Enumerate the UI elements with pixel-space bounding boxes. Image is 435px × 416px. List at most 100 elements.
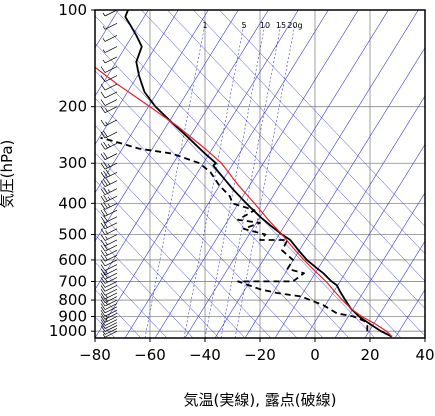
wind-barb-staff: [104, 288, 118, 296]
wind-barb-half-flag: [105, 256, 108, 261]
wind-barb-flag: [100, 292, 106, 300]
dry-adiabat-line: [167, 10, 425, 282]
wind-barb: [100, 277, 118, 284]
x-tick-label: 40: [415, 346, 434, 364]
mixing-ratio-line: [144, 23, 206, 338]
wind-barb: [100, 221, 118, 230]
wind-barb-flag: [100, 303, 106, 310]
wind-barb-staff: [104, 244, 118, 252]
isotherm-line: [304, 143, 425, 338]
isotherm-line: [244, 47, 425, 338]
wind-barb: [102, 330, 118, 338]
wind-barb-half-flag: [105, 230, 108, 234]
mixing-ratio-line: [234, 23, 296, 338]
wind-barb-staff: [104, 162, 118, 170]
wind-barb-half-flag: [105, 121, 108, 125]
wind-barb: [100, 161, 118, 170]
wind-barb-staff: [104, 234, 118, 241]
wind-barb-staff: [104, 56, 118, 64]
wind-barb-flag: [100, 203, 106, 210]
wind-barb-flag: [100, 250, 106, 257]
wind-barb: [100, 169, 118, 179]
wind-barb-staff: [104, 91, 118, 99]
wind-barb-half-flag: [105, 251, 108, 256]
wind-barb-flag: [100, 285, 106, 292]
wind-barb-staff: [104, 180, 118, 188]
wind-barb-staff: [104, 259, 118, 267]
wind-barb: [102, 9, 118, 17]
isotherm-line: [364, 240, 425, 338]
wind-barb: [100, 99, 118, 106]
dry-adiabat-line: [141, 10, 425, 309]
wind-barb-flag: [103, 208, 108, 216]
wind-barb-staff: [104, 216, 118, 223]
wind-barb-staff: [104, 306, 118, 314]
wind-barb-staff: [104, 272, 118, 280]
wind-barb: [100, 285, 118, 292]
parcel-line: [95, 66, 393, 338]
mixing-ratio-line: [204, 23, 266, 338]
y-tick-label: 800: [58, 291, 87, 309]
wind-barb-flag: [100, 131, 106, 139]
isotherm-line: [214, 10, 419, 338]
x-axis-label: 気温(実線), 露点(破線): [184, 391, 337, 409]
wind-barb-half-flag: [107, 203, 111, 208]
wind-barb-staff: [104, 296, 118, 303]
wind-barb: [100, 106, 118, 114]
x-tick-label: −40: [189, 346, 221, 364]
wind-barb-flag: [103, 215, 108, 222]
wind-barb-flag: [100, 143, 106, 150]
wind-barb-staff: [104, 171, 118, 179]
wind-barb: [100, 243, 118, 252]
wind-barb-flag: [100, 316, 106, 323]
dry-adiabat-line: [95, 261, 168, 338]
wind-barb-staff: [104, 35, 118, 42]
mixing-ratio-label: 1: [202, 21, 207, 30]
wind-barb-flag: [100, 83, 106, 91]
wind-barb-flag: [100, 99, 106, 106]
wind-barb-flag: [100, 234, 106, 241]
wind-barb-staff: [104, 106, 118, 114]
wind-barb-flag: [100, 196, 106, 203]
wind-barb-flag: [103, 170, 108, 178]
isotherm-line: [95, 10, 269, 291]
wind-barb-flag: [100, 277, 106, 284]
isotherm-line: [95, 10, 179, 146]
wind-barb-flag: [100, 309, 106, 317]
wind-barb: [100, 306, 118, 314]
wind-barb-flag: [100, 268, 106, 276]
wind-barb-flag: [100, 259, 106, 267]
wind-barb-flag: [103, 152, 108, 159]
wind-barb-half-flag: [102, 49, 106, 53]
wind-barb-half-flag: [102, 26, 106, 30]
wind-barb: [100, 292, 118, 300]
wind-barb: [102, 22, 118, 30]
wind-barb-flag: [100, 264, 106, 271]
wind-barb-staff: [104, 250, 118, 257]
wind-barb-flag: [100, 325, 106, 332]
wind-barb-staff: [104, 22, 118, 30]
wind-barb-flag: [100, 216, 106, 223]
wind-barb-staff: [104, 153, 118, 160]
wind-barb-staff: [104, 119, 118, 127]
wind-barb-flag: [100, 66, 106, 73]
grid-layer: [95, 10, 425, 338]
wind-barb: [100, 299, 118, 307]
y-tick-label: 900: [58, 307, 87, 325]
wind-barb-half-flag: [105, 236, 108, 240]
wind-barb: [100, 259, 118, 267]
wind-barb-flag: [100, 222, 106, 230]
wind-barb-half-flag: [107, 189, 111, 193]
wind-barb: [100, 234, 118, 241]
wind-barb-half-flag: [107, 143, 111, 148]
wind-barb: [100, 66, 118, 73]
wind-barb-flag: [100, 296, 106, 303]
wind-barb-flag: [105, 169, 111, 177]
x-tick-label: 0: [310, 346, 320, 364]
wind-barb-staff: [104, 328, 118, 335]
wind-barb-flag: [100, 313, 106, 320]
isotherm-line: [95, 10, 209, 194]
y-tick-label: 700: [58, 272, 87, 290]
dry-adiabat-line: [95, 15, 402, 338]
wind-barb-staff: [104, 264, 118, 271]
